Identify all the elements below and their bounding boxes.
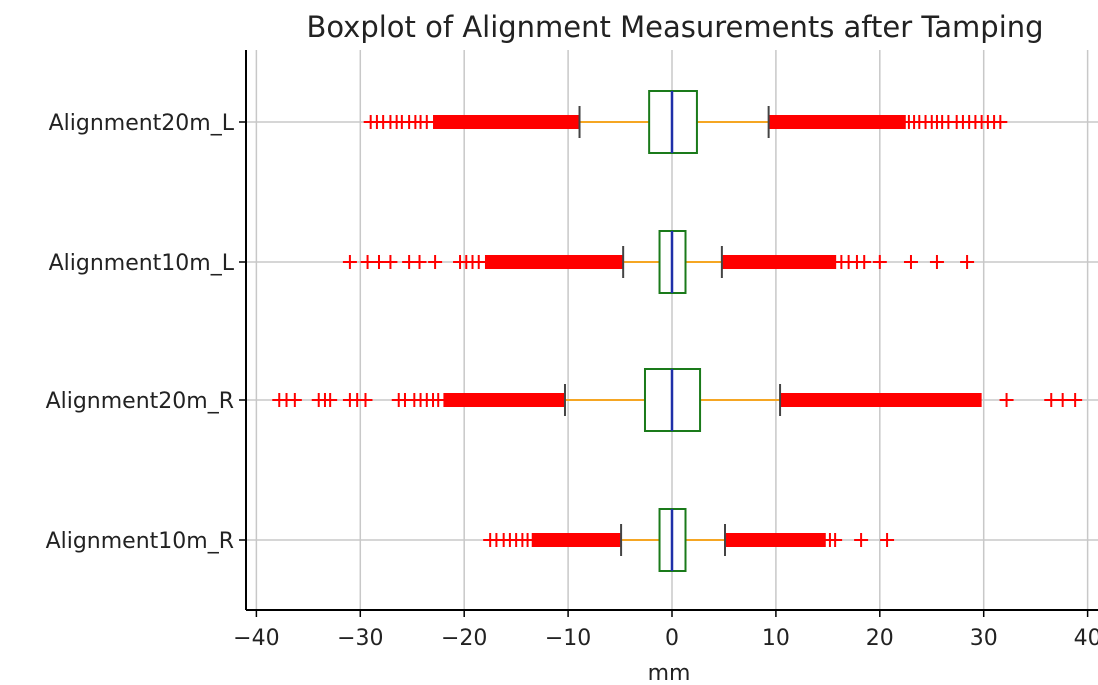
flier-band [724,533,826,547]
plot-data [272,90,1083,572]
flier-band [484,255,624,269]
flier-point [872,255,887,269]
flier-point [828,533,843,547]
flier-point [428,255,443,269]
flier-point [471,255,486,269]
flier-point [419,115,434,129]
x-tick-label: −30 [337,626,383,651]
x-tick-label: 10 [762,626,790,651]
flier-point [1055,393,1070,407]
flier-point [903,255,918,269]
axes: Alignment20m_L Alignment10m_L Alignment20m… [46,50,1098,651]
flier-point [383,255,398,269]
x-tick-label: −10 [545,626,591,651]
flier-point [854,533,869,547]
flier-point [358,393,373,407]
flier-band [768,115,906,129]
x-tick-label: 30 [970,626,998,651]
flier-band [721,255,837,269]
x-axis-label: mm [648,661,691,685]
category-label: Alignment10m_R [46,529,234,554]
box-series [363,90,1008,154]
box-series [272,368,1083,432]
x-tick-label: 40 [1074,626,1098,651]
flier-point [1068,393,1083,407]
flier-point [412,255,427,269]
flier-point [342,255,357,269]
category-label: Alignment20m_L [49,111,235,136]
flier-point [520,533,535,547]
flier-point [431,393,446,407]
flier-point [960,255,975,269]
x-tick-label: 20 [866,626,894,651]
category-label: Alignment20m_R [46,389,234,414]
flier-point [323,393,338,407]
flier-point [929,255,944,269]
box-series [342,230,975,294]
flier-point [287,393,302,407]
x-tick-label: 0 [665,626,679,651]
flier-point [880,533,895,547]
category-label: Alignment10m_L [49,251,235,276]
flier-band [531,533,622,547]
box-series [483,508,895,572]
chart-title: Boxplot of Alignment Measurements after … [306,10,1043,44]
flier-point [999,393,1014,407]
flier-point [993,115,1008,129]
flier-band [780,393,982,407]
flier-point [857,255,872,269]
flier-band [443,393,565,407]
flier-band [433,115,580,129]
x-tick-label: −20 [441,626,487,651]
x-tick-label: −40 [233,626,279,651]
